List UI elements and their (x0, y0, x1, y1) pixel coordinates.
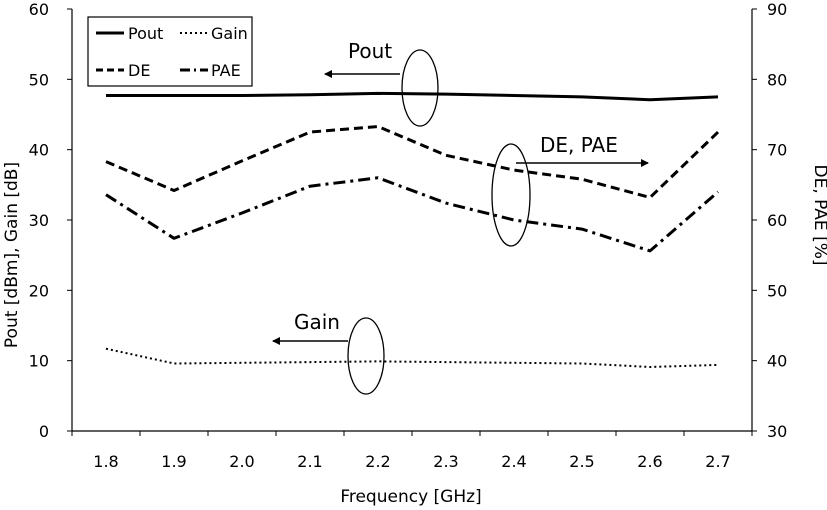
annotation-de-pae-ellipse (491, 143, 531, 247)
x-tick-labels: 1.8 1.9 2.0 2.1 2.2 2.3 2.4 2.5 2.6 2.7 (93, 452, 730, 471)
x-tick-label: 2.0 (229, 452, 254, 471)
annotation-de-pae-label: DE, PAE (540, 133, 618, 157)
legend-label-pae: PAE (211, 61, 241, 80)
series-pae-line (105, 176, 719, 253)
left-y-tick-label: 50 (29, 70, 49, 89)
annotation-pout-ellipse (401, 49, 439, 127)
annotation-gain-label: Gain (294, 310, 340, 334)
right-y-tick-label: 70 (767, 141, 787, 160)
x-tick-label: 2.5 (569, 452, 594, 471)
legend-box (87, 16, 253, 87)
x-tick-label: 1.9 (161, 452, 186, 471)
right-y-axis-title: DE, PAE [%] (810, 165, 827, 266)
x-tick-label: 2.2 (365, 452, 390, 471)
series-pout-line (106, 91, 719, 102)
legend-label-de: DE (128, 61, 150, 80)
annotation-pout-label: Pout (348, 39, 392, 63)
legend-label-pout: Pout (128, 24, 163, 43)
left-y-tick-label: 30 (29, 211, 49, 230)
series-gain-line (105, 347, 719, 368)
right-y-tick-label: 40 (767, 352, 787, 371)
x-axis-title: Frequency [GHz] (340, 487, 481, 507)
x-tick-label: 2.1 (297, 452, 322, 471)
right-y-tick-label: 80 (767, 70, 787, 89)
left-y-axis-title: Pout [dBm], Gain [dB] (2, 162, 22, 348)
annotation-pout: Pout (324, 39, 439, 127)
right-y-tick-label: 50 (767, 281, 787, 300)
left-y-tick-label: 20 (29, 281, 49, 300)
left-y-tick-label: 40 (29, 141, 49, 160)
x-tick-label: 2.3 (433, 452, 458, 471)
series-de-line (105, 125, 720, 199)
legend: Pout Gain DE PAE (87, 16, 253, 87)
x-tick-label: 2.7 (705, 452, 730, 471)
right-y-tick-labels: 30 40 50 60 70 80 90 (767, 0, 787, 441)
right-y-tick-label: 60 (767, 211, 787, 230)
legend-label-gain: Gain (211, 24, 248, 43)
right-y-tick-label: 90 (767, 0, 787, 19)
plot-area (67, 8, 757, 436)
x-tick-label: 2.4 (501, 452, 526, 471)
x-tick-label: 2.6 (637, 452, 662, 471)
left-y-tick-label: 0 (39, 422, 49, 441)
annotation-de-pae: DE, PAE (491, 133, 649, 247)
left-y-tick-label: 60 (29, 0, 49, 19)
x-tick-label: 1.8 (93, 452, 118, 471)
annotation-gain-ellipse (347, 317, 385, 395)
right-y-tick-label: 30 (767, 422, 787, 441)
series-layer (105, 91, 720, 368)
left-y-tick-label: 10 (29, 352, 49, 371)
left-y-tick-labels: 0 10 20 30 40 50 60 (29, 0, 49, 441)
annotation-gain: Gain (272, 310, 385, 395)
